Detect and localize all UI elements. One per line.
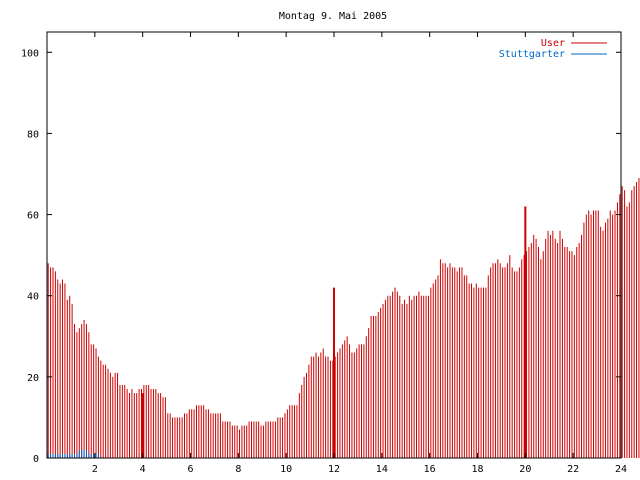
x-tick-label: 18	[471, 464, 483, 475]
x-tick-label: 24	[615, 464, 627, 475]
x-tick-label: 22	[567, 464, 579, 475]
marker-lines	[141, 206, 527, 458]
x-tick-label: 2	[92, 464, 98, 475]
x-tick-label: 8	[235, 464, 241, 475]
x-tick-label: 12	[328, 464, 340, 475]
x-tick-label: 10	[280, 464, 292, 475]
legend-label-stuttgarter: Stuttgarter	[499, 49, 565, 60]
chart-title: Montag 9. Mai 2005	[279, 11, 387, 22]
y-tick-label: 60	[27, 211, 39, 222]
y-tick-label: 0	[33, 454, 39, 465]
x-tick-label: 14	[376, 464, 388, 475]
x-tick-label: 4	[140, 464, 146, 475]
y-tick-label: 20	[27, 373, 39, 384]
stuttgarter-bars	[47, 449, 99, 458]
legend-label-user: User	[541, 38, 565, 49]
y-tick-label: 80	[27, 129, 39, 140]
y-tick-label: 100	[21, 48, 39, 59]
user-bars	[47, 178, 640, 458]
x-tick-label: 20	[519, 464, 531, 475]
y-axis: 0 20 40 60 80 100	[21, 48, 621, 465]
x-axis: 2 4 6 8 10 12 14 16 18 20 22 24	[92, 32, 627, 475]
x-tick-label: 6	[187, 464, 193, 475]
legend: User Stuttgarter	[499, 38, 607, 60]
y-tick-label: 40	[27, 292, 39, 303]
x-tick-label: 16	[424, 464, 436, 475]
